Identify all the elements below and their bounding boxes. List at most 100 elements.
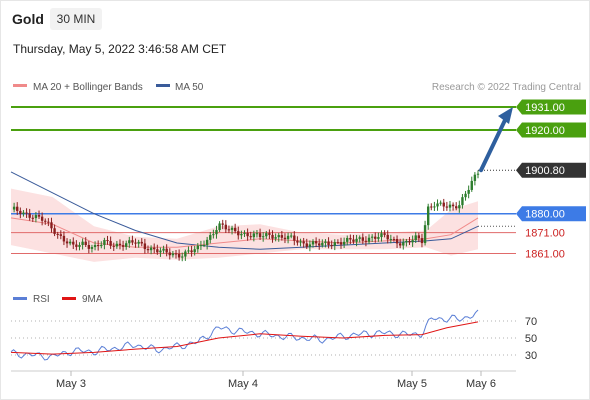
candle-body	[299, 241, 302, 243]
bollinger-band	[11, 188, 478, 262]
candle-body	[290, 235, 293, 237]
candle-body	[28, 213, 31, 218]
x-axis: May 3 May 4 May 5 May 6	[56, 371, 496, 390]
level-label-support_2: 1861.00	[525, 249, 565, 261]
rsi-ma-legend-swatch	[62, 297, 76, 300]
forecast-arrow-head	[498, 107, 513, 124]
candle-body	[464, 193, 467, 198]
candle-body	[398, 243, 402, 246]
candle-body	[380, 233, 383, 238]
candle-body	[215, 230, 218, 235]
candle-body	[22, 212, 25, 215]
candle-body	[417, 235, 421, 239]
candle-body	[280, 235, 284, 238]
datetime-label: Thursday, May 5, 2022 3:46:58 AM CET	[13, 42, 227, 56]
candle-body	[314, 241, 318, 244]
rsi-tick-30: 30	[525, 350, 537, 362]
candle-body	[333, 242, 336, 246]
candle-body	[302, 241, 305, 244]
candle-body	[470, 180, 473, 190]
candle-body	[405, 241, 408, 243]
rsi-tick-70: 70	[525, 316, 537, 328]
candle-body	[112, 245, 115, 247]
candle-body	[261, 236, 265, 238]
candle-body	[53, 228, 56, 234]
timeframe-badge[interactable]	[50, 8, 102, 30]
candle-body	[321, 242, 324, 246]
timeframe-label: 30 MIN	[57, 12, 96, 26]
candle-body	[352, 239, 355, 242]
candle-body	[25, 212, 28, 214]
candle-body	[408, 241, 411, 243]
candle-body	[205, 239, 209, 246]
candle-body	[171, 253, 175, 256]
level-label-support_1: 1871.00	[525, 228, 565, 240]
candle-body	[374, 236, 377, 239]
candle-body	[455, 206, 458, 209]
candle-body	[476, 173, 480, 175]
candle-body	[162, 248, 165, 251]
candle-body	[87, 244, 91, 249]
candle-body	[377, 237, 380, 239]
candle-body	[364, 240, 368, 242]
candle-body	[199, 245, 203, 247]
candle-body	[336, 242, 340, 244]
candle-body	[227, 229, 231, 231]
candle-body	[433, 206, 436, 208]
candle-body	[59, 234, 63, 236]
candle-body	[106, 240, 109, 242]
candle-body	[349, 237, 352, 240]
level-label-pivot-bg	[516, 206, 586, 222]
candle-body	[181, 256, 184, 258]
candle-body	[168, 252, 171, 256]
level-label-resistance_2: 1931.00	[525, 102, 565, 114]
rsi-ma-line	[10, 321, 479, 355]
candle-body	[193, 249, 196, 253]
candle-body	[327, 241, 330, 245]
candle-body	[47, 221, 50, 223]
rsi-ma-legend-label: 9MA	[82, 294, 103, 305]
candle-body	[134, 242, 137, 244]
candle-body	[44, 220, 47, 222]
candle-body	[75, 244, 78, 247]
candle-body	[265, 233, 268, 237]
candle-body	[31, 217, 34, 219]
forecast-arrow-shaft	[479, 114, 509, 173]
candle-body	[318, 243, 321, 246]
candle-body	[367, 237, 371, 242]
x-tick-label-0: May 3	[56, 378, 86, 390]
candle-body	[128, 240, 131, 244]
candle-body	[442, 202, 445, 207]
candle-body	[296, 240, 299, 243]
candle-body	[159, 250, 162, 253]
candle-body	[81, 241, 84, 245]
candle-body	[430, 206, 433, 208]
candle-body	[389, 238, 393, 240]
credit-label: Research © 2022 Trading Central	[432, 82, 581, 93]
candle-body	[355, 238, 358, 242]
candle-body	[149, 247, 153, 251]
candle-body	[274, 237, 277, 239]
ma20-legend-swatch	[13, 84, 27, 87]
candle-body	[72, 241, 75, 245]
candle-body	[118, 243, 122, 246]
candle-body	[50, 222, 53, 229]
candle-body	[414, 235, 417, 241]
candle-body	[392, 238, 396, 240]
candle-body	[84, 241, 87, 245]
candle-body	[196, 245, 199, 250]
candle-body	[78, 244, 81, 247]
level-label-resistance_1-bg	[516, 122, 586, 138]
candle-body	[153, 247, 156, 250]
candle-body	[156, 249, 159, 253]
candle-body	[268, 233, 271, 235]
candle-body	[237, 231, 240, 236]
candle-body	[230, 227, 234, 230]
candle-body	[448, 204, 452, 208]
candle-body	[100, 244, 103, 247]
ma50-legend-swatch	[156, 84, 170, 87]
candle-body	[308, 244, 312, 247]
candle-body	[383, 233, 386, 235]
rsi-tick-50: 50	[525, 333, 537, 345]
